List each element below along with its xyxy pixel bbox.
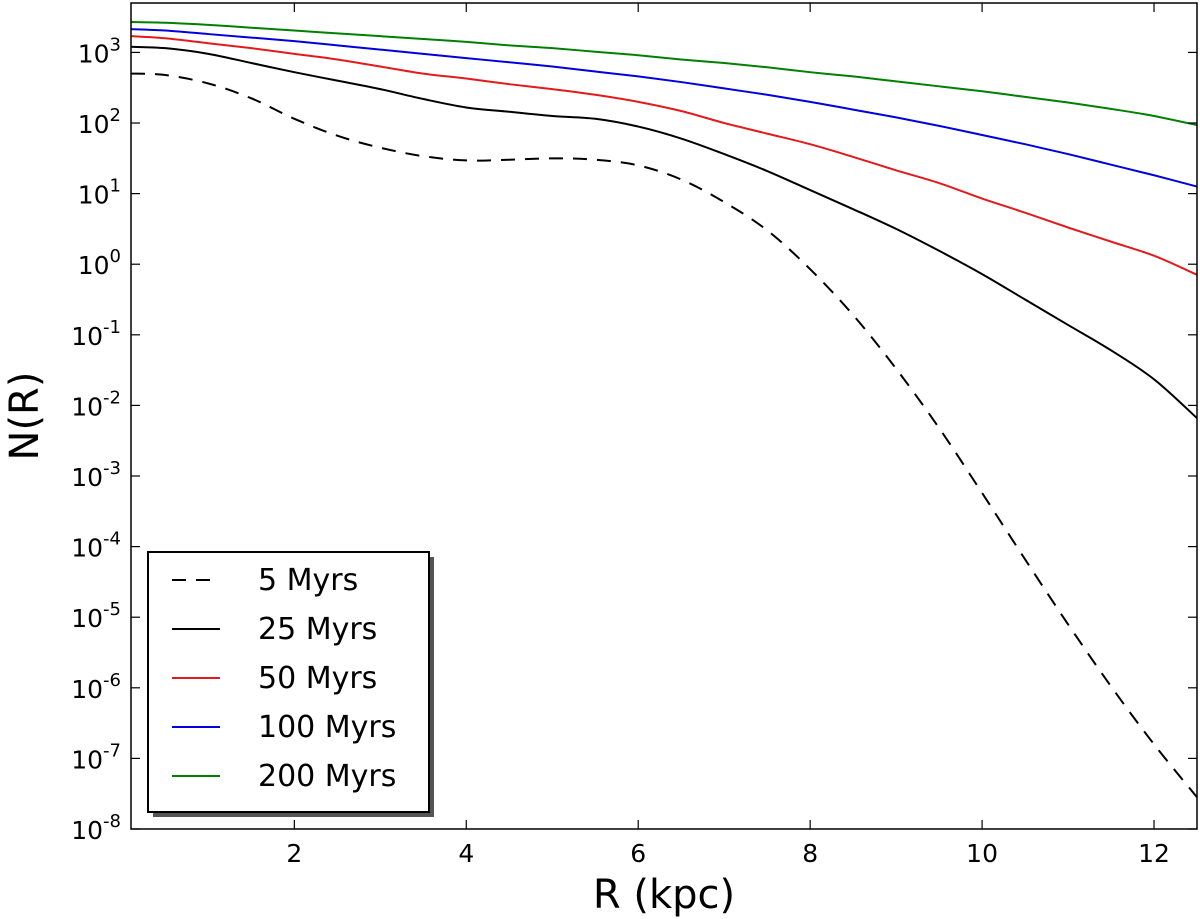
x-tick-label: 6 xyxy=(630,839,646,868)
y-tick-label-exponent: 1 xyxy=(110,176,121,197)
y-tick-label-base: 10 xyxy=(78,110,110,139)
series-layer xyxy=(130,21,1198,798)
y-tick-label-base: 10 xyxy=(71,816,103,845)
series-line-100-myrs xyxy=(130,28,1198,188)
y-tick-label-exponent: 3 xyxy=(110,34,121,55)
y-tick-label-base: 10 xyxy=(71,463,103,492)
series-line-50-myrs xyxy=(130,35,1198,276)
y-tick-label-exponent: -8 xyxy=(103,811,121,832)
y-tick-label-base: 10 xyxy=(78,251,110,280)
y-tick-label: 101 xyxy=(78,176,121,210)
legend-label: 5 Myrs xyxy=(258,563,358,598)
y-tick-label-base: 10 xyxy=(71,675,103,704)
y-tick-label-exponent: -1 xyxy=(103,317,121,338)
y-tick-label: 103 xyxy=(78,34,121,68)
y-tick-label-base: 10 xyxy=(78,39,110,68)
y-tick-label: 10-2 xyxy=(71,387,121,421)
legend-label: 100 Myrs xyxy=(258,710,396,745)
y-tick-label-exponent: -3 xyxy=(103,458,121,479)
y-tick-label-base: 10 xyxy=(71,534,103,563)
legend-label: 50 Myrs xyxy=(258,661,377,696)
x-tick-label: 12 xyxy=(1138,839,1170,868)
y-tick-label-exponent: -4 xyxy=(103,529,121,550)
legend-label: 25 Myrs xyxy=(258,612,377,647)
plot-frame xyxy=(130,2,1198,830)
x-tick-label: 4 xyxy=(458,839,474,868)
legend-label: 200 Myrs xyxy=(258,759,396,794)
y-tick-label-exponent: 0 xyxy=(110,246,121,267)
x-tick-label: 10 xyxy=(966,839,998,868)
legend-entries: 5 Myrs 25 Myrs 50 Myrs 100 Myrs 200 Myrs xyxy=(172,563,396,794)
y-tick-label: 100 xyxy=(78,246,121,280)
y-tick-label-base: 10 xyxy=(71,745,103,774)
y-tick-label: 10-1 xyxy=(71,317,121,351)
y-axis-label: N(R) xyxy=(2,372,48,461)
y-tick-label: 10-3 xyxy=(71,458,121,492)
y-tick-label-base: 10 xyxy=(71,604,103,633)
series-line-200-myrs xyxy=(130,21,1198,127)
y-tick-label-base: 10 xyxy=(71,322,103,351)
y-tick-label: 10-8 xyxy=(71,811,121,845)
y-tick-label-exponent: -7 xyxy=(103,740,121,761)
y-tick-label-exponent: -2 xyxy=(103,387,121,408)
legend-box xyxy=(147,551,430,813)
series-line-25-myrs xyxy=(130,45,1198,419)
y-tick-label: 10-4 xyxy=(71,529,121,563)
legend: 5 Myrs 25 Myrs 50 Myrs 100 Myrs 200 Myrs xyxy=(147,551,434,817)
y-tick-label-exponent: -6 xyxy=(103,670,121,691)
y-tick-label: 10-5 xyxy=(71,599,121,633)
x-axis-label: R (kpc) xyxy=(593,872,735,918)
x-tick-label: 8 xyxy=(802,839,818,868)
y-tick-label-base: 10 xyxy=(78,181,110,210)
y-tick-label: 10-6 xyxy=(71,670,121,704)
series-line-5-myrs xyxy=(130,72,1198,798)
x-tick-label: 2 xyxy=(286,839,302,868)
y-tick-label: 102 xyxy=(78,105,121,139)
y-tick-label-exponent: -5 xyxy=(103,599,121,620)
y-tick-label: 10-7 xyxy=(71,740,121,774)
y-tick-label-base: 10 xyxy=(71,392,103,421)
y-tick-label-exponent: 2 xyxy=(110,105,121,126)
tick-layer: 2 4 6 8 10 1210310210110010-110-210-310-410-5… xyxy=(71,3,1197,868)
